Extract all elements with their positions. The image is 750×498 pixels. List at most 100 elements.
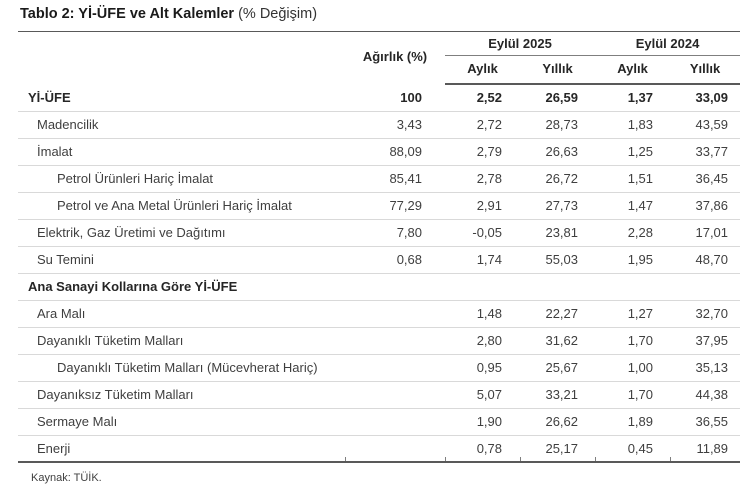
cell-aylik-2025 xyxy=(445,272,520,300)
cell-yillik-2025 xyxy=(520,272,596,300)
row-label: Enerji xyxy=(18,434,345,463)
cell-yillik-2025: 22,27 xyxy=(520,299,596,327)
cell-yillik-2024: 43,59 xyxy=(670,110,741,138)
table-row: Dayanıksız Tüketim Malları 5,07 33,21 1,70 4… xyxy=(18,380,741,408)
cell-aylik-2024: 0,45 xyxy=(595,434,671,463)
cell-yillik-2024: 44,38 xyxy=(670,380,741,408)
bottom-border-tick xyxy=(520,457,521,461)
row-label: Ara Malı xyxy=(18,299,345,327)
cell-yillik-2025: 31,62 xyxy=(520,326,596,354)
cell-yillik-2024: 48,70 xyxy=(670,245,741,273)
row-label: İmalat xyxy=(18,137,345,165)
cell-yillik-2024: 35,13 xyxy=(670,353,741,381)
table-row: Ara Malı 1,48 22,27 1,27 32,70 xyxy=(18,299,741,327)
table-row: Sermaye Malı 1,90 26,62 1,89 36,55 xyxy=(18,407,741,435)
source-note: Kaynak: TÜİK. xyxy=(31,472,102,484)
cell-yillik-2025: 28,73 xyxy=(520,110,596,138)
table-row: İmalat 88,09 2,79 26,63 1,25 33,77 xyxy=(18,137,741,165)
cell-weight: 100 xyxy=(400,89,422,105)
cell-aylik-2025: 2,72 xyxy=(445,110,520,138)
cell-yillik-2025: 26,62 xyxy=(520,407,596,435)
row-label: Ana Sanayi Kollarına Göre Yİ-ÜFE xyxy=(18,272,345,300)
row-label: Elektrik, Gaz Üretimi ve Dağıtımı xyxy=(18,218,345,246)
cell-aylik-2024: 1,47 xyxy=(595,191,671,219)
bottom-border-tick xyxy=(595,457,596,461)
cell-aylik-2025: -0,05 xyxy=(445,218,520,246)
table-header: Ağırlık (%) Eylül 2025 Eylül 2024 Aylık … xyxy=(18,31,741,85)
cell-weight: 0,68 xyxy=(345,245,445,273)
bottom-border-tick xyxy=(670,457,671,461)
cell-yillik-2024 xyxy=(670,272,741,300)
cell-aylik-2024: 1,37 xyxy=(627,90,654,106)
cell-aylik-2025: 2,52 xyxy=(476,90,502,106)
cell-yillik-2025: 26,72 xyxy=(520,164,596,192)
cell-yillik-2024: 11,89 xyxy=(670,434,741,463)
cell-aylik-2024: 1,25 xyxy=(595,137,671,165)
cell-yillik-2024: 32,70 xyxy=(670,299,741,327)
cell-yillik-2025: 27,73 xyxy=(520,191,596,219)
cell-yillik-2024: 36,55 xyxy=(670,407,741,435)
header-empty-cell xyxy=(18,32,345,85)
cell-yillik-2024: 37,95 xyxy=(670,326,741,354)
cell-weight xyxy=(345,380,445,408)
cell-aylik-2025: 0,95 xyxy=(445,353,520,381)
cell-yillik-2025: 26,59 xyxy=(545,90,579,106)
cell-yillik-2024: 33,09 xyxy=(695,90,729,106)
table-body: Yİ-ÜFE 100 2,52 26,59 1,37 33,09 Madencilik 3,4… xyxy=(18,84,741,463)
cell-weight xyxy=(345,299,445,327)
cell-weight xyxy=(345,407,445,435)
cell-aylik-2025: 5,07 xyxy=(445,380,520,408)
cell-aylik-2025: 2,78 xyxy=(445,164,520,192)
header-group-eylul-2024: Eylül 2024 xyxy=(595,31,741,56)
cell-aylik-2024: 2,28 xyxy=(595,218,671,246)
cell-aylik-2024: 1,70 xyxy=(595,380,671,408)
header-yillik-2024: Yıllık xyxy=(670,55,741,85)
bottom-border-tick xyxy=(445,457,446,461)
cell-weight xyxy=(345,353,445,381)
cell-aylik-2024: 1,27 xyxy=(595,299,671,327)
cell-weight: 88,09 xyxy=(345,137,445,165)
table-row: Su Temini 0,68 1,74 55,03 1,95 48,70 xyxy=(18,245,741,273)
cell-weight: 3,43 xyxy=(345,110,445,138)
row-label: Yİ-ÜFE xyxy=(28,89,71,105)
yiufe-table: Ağırlık (%) Eylül 2025 Eylül 2024 Aylık … xyxy=(18,31,741,463)
cell-yillik-2024: 36,45 xyxy=(670,164,741,192)
cell-aylik-2025: 2,79 xyxy=(445,137,520,165)
row-label: Petrol Ürünleri Hariç İmalat xyxy=(18,164,345,192)
cell-yillik-2025: 25,17 xyxy=(520,434,596,463)
header-group-row: Ağırlık (%) Eylül 2025 Eylül 2024 xyxy=(18,31,741,64)
cell-weight: 7,80 xyxy=(345,218,445,246)
row-label: Petrol ve Ana Metal Ürünleri Hariç İmala… xyxy=(18,191,345,219)
table-title: Tablo 2: Yİ-ÜFE ve Alt Kalemler (% Değişi… xyxy=(20,6,317,22)
table-row: Dayanıklı Tüketim Malları 2,80 31,62 1,70 37… xyxy=(18,326,741,354)
cell-yillik-2025: 33,21 xyxy=(520,380,596,408)
row-label: Madencilik xyxy=(18,110,345,138)
cell-aylik-2024: 1,83 xyxy=(595,110,671,138)
header-yillik-2025: Yıllık xyxy=(520,55,596,85)
header-aylik-2025: Aylık xyxy=(445,55,520,85)
cell-yillik-2025: 26,63 xyxy=(520,137,596,165)
table-title-suffix: (% Değişim) xyxy=(238,6,318,22)
cell-aylik-2024: 1,70 xyxy=(595,326,671,354)
cell-weight xyxy=(345,326,445,354)
row-label: Sermaye Malı xyxy=(18,407,345,435)
cell-aylik-2024: 1,00 xyxy=(595,353,671,381)
yiufe-table-wrap: Ağırlık (%) Eylül 2025 Eylül 2024 Aylık … xyxy=(18,31,741,463)
cell-weight: 85,41 xyxy=(345,164,445,192)
cell-weight: 77,29 xyxy=(345,191,445,219)
cell-aylik-2024: 1,95 xyxy=(595,245,671,273)
cell-aylik-2025: 2,80 xyxy=(445,326,520,354)
row-label: Dayanıklı Tüketim Malları xyxy=(18,326,345,354)
header-weight: Ağırlık (%) xyxy=(362,49,428,64)
table-row: Ana Sanayi Kollarına Göre Yİ-ÜFE xyxy=(18,272,741,300)
cell-aylik-2025: 1,74 xyxy=(445,245,520,273)
cell-aylik-2024 xyxy=(595,272,671,300)
table-row: Madencilik 3,43 2,72 28,73 1,83 43,59 xyxy=(18,110,741,138)
row-label: Dayanıksız Tüketim Malları xyxy=(18,380,345,408)
cell-yillik-2024: 17,01 xyxy=(670,218,741,246)
cell-weight xyxy=(345,434,445,463)
cell-aylik-2025: 2,91 xyxy=(445,191,520,219)
cell-aylik-2025: 0,78 xyxy=(445,434,520,463)
table-title-main: Tablo 2: Yİ-ÜFE ve Alt Kalemler xyxy=(20,6,235,22)
